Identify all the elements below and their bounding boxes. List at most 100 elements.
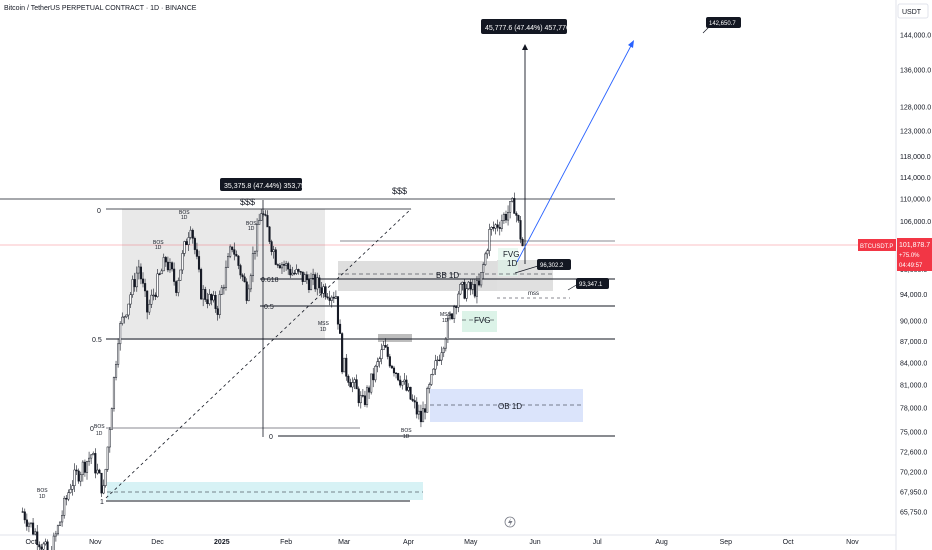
candle-up [73,469,76,486]
candle-up [58,521,62,526]
time-axis[interactable]: Oct Nov Dec 2025 Feb Mar Apr May Jun Jul Aug Sep Oct… [26,539,860,546]
candle-up [71,485,74,490]
candle-up [316,277,319,290]
candle-down [173,268,176,282]
candle-up [482,264,485,273]
price-axis[interactable]: 144,000.0 136,000.0 128,000.0 123,000.0 118,… [900,33,931,517]
candle-up [131,279,134,295]
candle-up [490,227,493,230]
candle-down [23,511,26,521]
small-grey-box [378,334,412,342]
candle-down [32,522,35,535]
candle-down [318,277,321,288]
candle-up [440,352,443,361]
candle-up [359,395,362,404]
candle-up [121,316,124,324]
price-tick-label: 123,000.0 [900,129,931,136]
projection-arrow [628,40,634,48]
time-tick-label: Jul [593,539,602,546]
candle-up [108,429,111,448]
candle-down [77,470,80,482]
bos-label: BOS [37,488,48,494]
candle-up [376,361,379,367]
candle-up [42,543,45,550]
candle-down [355,379,358,390]
candle-up [253,250,257,254]
candle-up [90,454,93,459]
candle-up [56,525,60,535]
candle-up [85,461,89,473]
candle-up [152,294,155,297]
price-tick-label: 81,000.0 [900,383,927,390]
candle-up [471,284,474,290]
bos-label: BOS [246,221,257,227]
candle-up [494,224,497,229]
projection-line [516,41,634,263]
bos-label: BOS [179,210,190,216]
svg-text:35,375.8 (47.44%) 353,758: 35,375.8 (47.44%) 353,758 [224,183,309,190]
candle-down [363,395,366,405]
candle-down [388,356,391,367]
lightning-icon[interactable] [504,516,516,528]
pointer-96 [514,265,539,274]
candle-up [430,374,433,385]
candle-down [504,213,508,221]
time-tick-label: Dec [151,539,164,546]
candle-up [374,365,377,381]
candle-down [40,546,43,550]
candle-down [519,220,522,240]
candle-up [500,220,503,229]
svg-text:93,347.1: 93,347.1 [579,282,603,288]
time-tick-label: Mar [338,539,351,546]
candle-down [492,227,495,229]
candle-down [424,408,427,413]
candle-down [411,398,414,401]
svg-text:45,777.6 (47.44%) 457,776: 45,777.6 (47.44%) 457,776 [485,25,570,32]
bos-label: BOS [401,428,412,434]
candle-up [303,274,306,282]
candle-up [137,266,140,274]
candle-up [112,377,116,409]
price-tick-label: 72,600.0 [900,449,927,456]
candle-up [353,379,356,383]
bos-1d-label: 1D [96,431,103,437]
candle-up [309,278,313,290]
candle-down [349,382,352,388]
candle-down [170,262,174,270]
bos-label: BOS [94,424,105,430]
price-tick-label: 94,000.0 [900,292,927,299]
candle-up [52,535,55,550]
candle-up [421,408,425,423]
bos-1d-label: 1D [39,494,46,500]
candle-down [75,469,78,472]
candle-down [239,265,242,276]
mss-1d-label: 1D [320,327,327,333]
candle-up [88,457,91,462]
candle-up [123,316,126,318]
candle-down [397,373,400,381]
price-tick-label: 106,000.0 [900,219,931,226]
candle-down [477,280,481,286]
price-change-label: +75.0% [899,253,920,259]
chart-title: Bitcoin / TetherUS PERPETUAL CONTRACT · … [4,5,197,12]
candle-up [457,293,460,308]
candle-up [434,360,437,370]
candle-up [322,286,325,294]
candle-up [351,382,354,388]
candle-up [162,257,165,272]
candle-down [345,357,348,377]
candle-up [502,213,505,221]
candle-up [168,262,172,271]
candle-up [96,469,99,474]
candle-up [125,314,128,318]
candle-up [208,294,211,305]
candle-up [202,289,205,300]
currency-label-box[interactable]: USDT [897,3,929,19]
time-tick-label: Nov [89,539,102,546]
candle-down [413,400,416,403]
candle-up [179,269,182,281]
candle-up [44,541,47,545]
measure-left-box: 35,375.8 (47.44%) 353,758 [220,178,309,191]
candle-down [386,346,389,357]
